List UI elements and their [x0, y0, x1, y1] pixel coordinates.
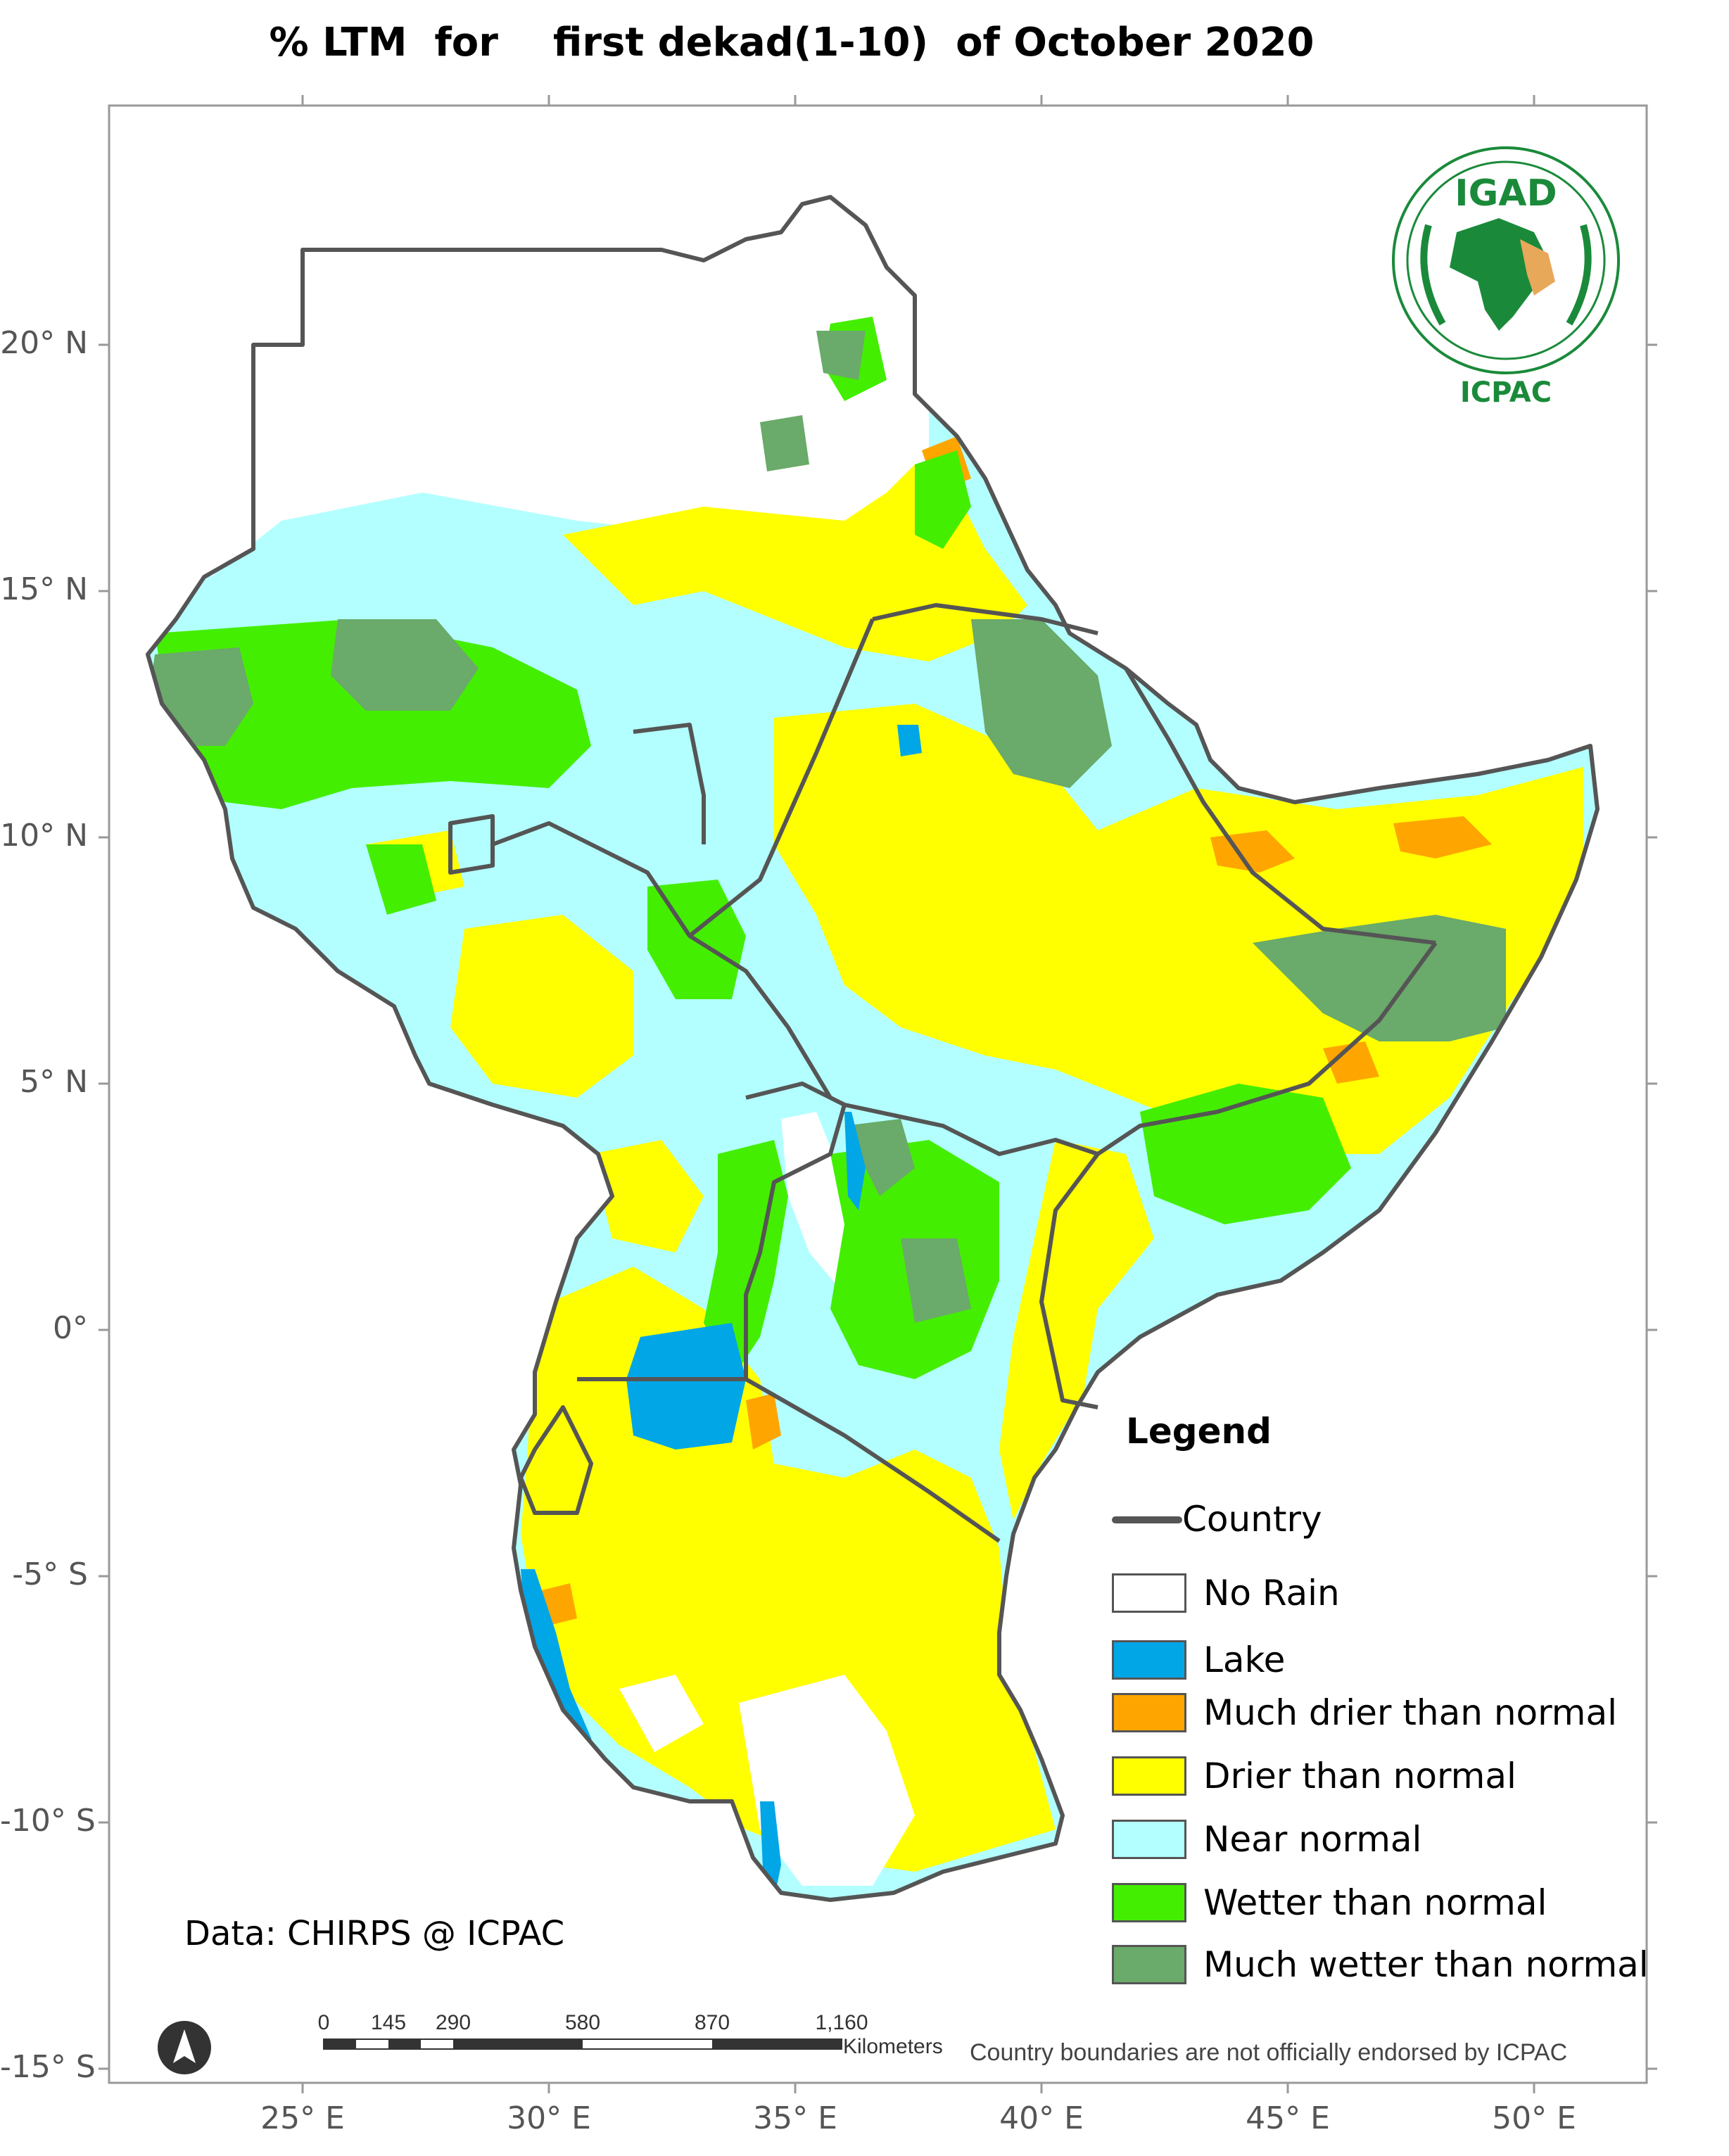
- lat-label-5s: -5° S: [12, 1556, 88, 1592]
- lat-label-20n: 20° N: [0, 325, 88, 361]
- lon-label-35e: 35° E: [753, 2100, 837, 2136]
- lon-label-45e: 45° E: [1246, 2100, 1330, 2136]
- legend-swatch: [1112, 1640, 1186, 1680]
- igad-logo: [1392, 146, 1620, 374]
- legend-label: Wetter than normal: [1203, 1882, 1547, 1923]
- scale-label: 145: [370, 2011, 407, 2034]
- lat-label-15n: 15° N: [0, 571, 88, 607]
- scale-label: 1,160: [815, 2011, 868, 2034]
- legend-label: No Rain: [1203, 1573, 1340, 1613]
- lake-turkana: [844, 1112, 866, 1210]
- legend-label: Much wetter than normal: [1203, 1944, 1649, 1985]
- lon-label-40e: 40° E: [999, 2100, 1084, 2136]
- data-credit: Data: CHIRPS @ ICPAC: [184, 1914, 565, 1953]
- legend-label: Much drier than normal: [1203, 1692, 1618, 1733]
- legend-label: Drier than normal: [1203, 1756, 1516, 1796]
- lake-victoria: [626, 1323, 746, 1450]
- lat-label-0: 0°: [53, 1310, 88, 1346]
- lon-label-25e: 25° E: [260, 2100, 345, 2136]
- legend-label: Lake: [1203, 1640, 1286, 1680]
- lat-label-10s: -10° S: [0, 1803, 96, 1839]
- map-title: % LTM for first dekad(1-10) of October 2…: [269, 20, 1315, 65]
- legend-swatch: [1112, 1820, 1186, 1859]
- legend-swatch: [1112, 1883, 1186, 1922]
- scale-bar: [323, 2038, 842, 2050]
- scale-label: 870: [694, 2011, 730, 2034]
- scale-label: 580: [564, 2011, 601, 2034]
- legend-label: Near normal: [1203, 1819, 1422, 1860]
- lon-label-30e: 30° E: [507, 2100, 591, 2136]
- lon-label-50e: 50° E: [1492, 2100, 1576, 2136]
- lake-tana: [897, 725, 922, 756]
- scale-label: 0: [317, 2011, 330, 2034]
- logo-subtitle: ICPAC: [1459, 376, 1552, 409]
- legend-swatch: [1112, 1756, 1186, 1796]
- north-arrow-icon: [158, 2021, 211, 2074]
- lat-label-15s: -15° S: [0, 2049, 96, 2085]
- logo-acronym: IGAD: [1455, 172, 1557, 215]
- country-boundaries: [146, 195, 1600, 1902]
- legend-swatch: [1112, 1945, 1186, 1984]
- legend-country-line: [1112, 1516, 1182, 1523]
- boundary-disclaimer: Country boundaries are not officially en…: [970, 2039, 1568, 2066]
- lat-label-5n: 5° N: [20, 1064, 88, 1100]
- graticule-ticks: [99, 95, 1657, 2093]
- scale-unit: Kilometers: [843, 2035, 943, 2058]
- legend-swatch: [1112, 1693, 1186, 1732]
- legend-country-label: Country: [1182, 1499, 1322, 1540]
- legend-swatch: [1112, 1573, 1186, 1613]
- scale-label: 290: [435, 2011, 471, 2034]
- lat-label-10n: 10° N: [0, 818, 88, 854]
- legend-title: Legend: [1126, 1411, 1272, 1452]
